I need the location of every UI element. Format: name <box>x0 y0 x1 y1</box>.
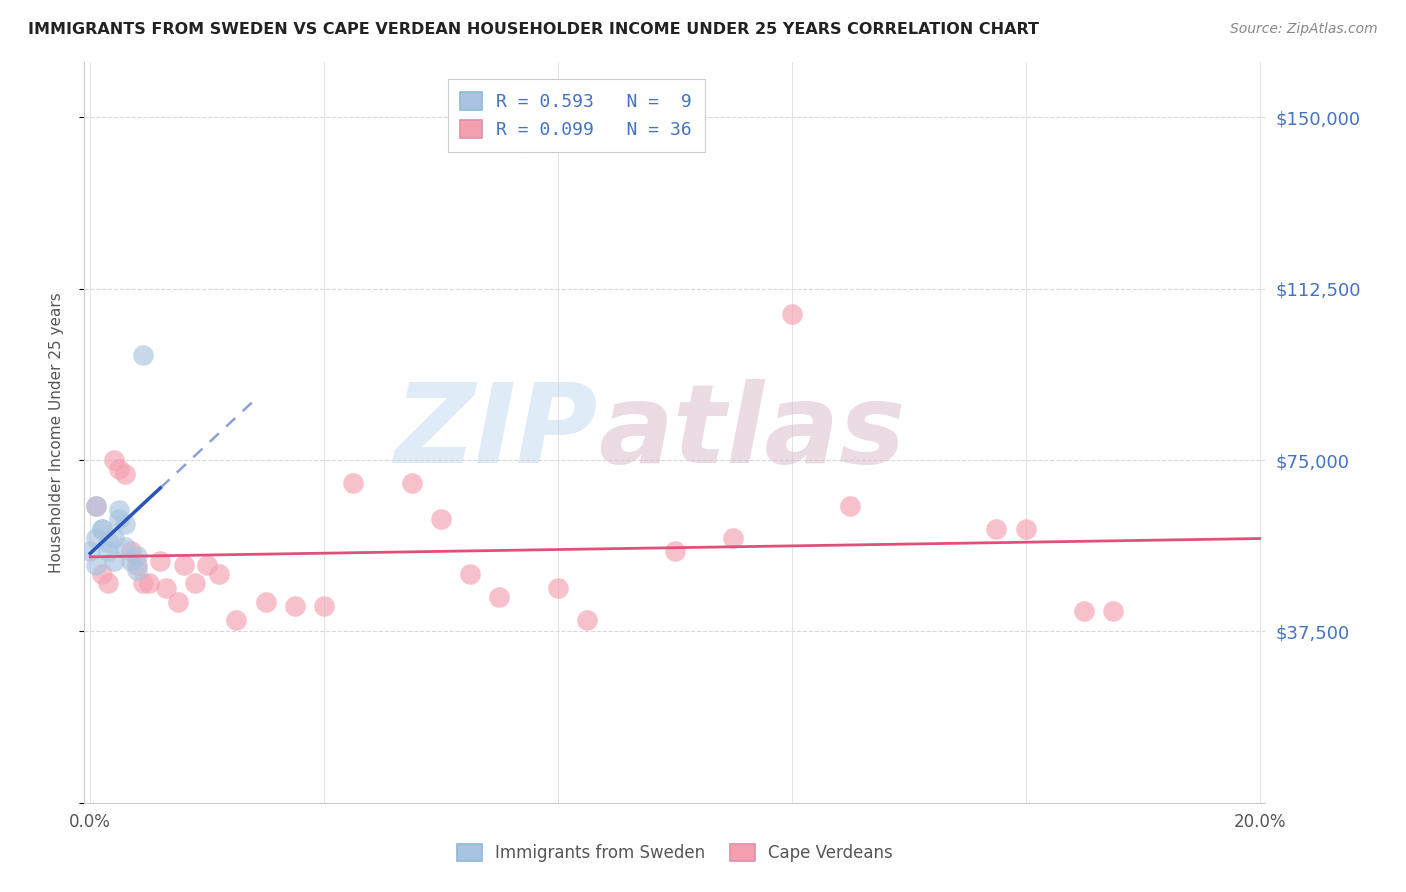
Point <box>120 553 142 567</box>
Point <box>103 453 125 467</box>
Point <box>208 567 231 582</box>
Point <box>155 581 177 595</box>
Point <box>79 544 101 558</box>
Y-axis label: Householder Income Under 25 years: Householder Income Under 25 years <box>49 293 63 573</box>
Point <box>430 512 453 526</box>
Point <box>664 544 686 558</box>
Point <box>114 516 136 531</box>
Text: IMMIGRANTS FROM SWEDEN VS CAPE VERDEAN HOUSEHOLDER INCOME UNDER 25 YEARS CORRELA: IMMIGRANTS FROM SWEDEN VS CAPE VERDEAN H… <box>28 22 1039 37</box>
Text: atlas: atlas <box>598 379 905 486</box>
Point <box>84 531 107 545</box>
Point <box>114 467 136 481</box>
Point <box>132 348 155 362</box>
Text: ZIP: ZIP <box>395 379 598 486</box>
Point <box>90 567 112 582</box>
Point <box>488 590 510 604</box>
Point <box>547 581 569 595</box>
Point <box>97 535 120 549</box>
Point <box>84 499 107 513</box>
Point <box>458 567 481 582</box>
Point <box>167 595 190 609</box>
Text: Source: ZipAtlas.com: Source: ZipAtlas.com <box>1230 22 1378 37</box>
Point <box>120 544 142 558</box>
Point <box>108 512 131 526</box>
Point <box>84 558 107 573</box>
Point <box>1073 604 1095 618</box>
Point <box>138 576 160 591</box>
Point <box>312 599 335 614</box>
Point <box>114 540 136 554</box>
Point <box>576 613 599 627</box>
Point <box>125 563 148 577</box>
Point <box>125 549 148 563</box>
Point <box>103 531 125 545</box>
Point <box>103 553 125 567</box>
Point <box>90 522 112 536</box>
Point <box>108 503 131 517</box>
Point <box>108 462 131 476</box>
Point <box>780 307 803 321</box>
Point <box>195 558 218 573</box>
Point <box>132 576 155 591</box>
Point <box>90 522 112 536</box>
Point <box>1015 522 1038 536</box>
Point <box>839 499 862 513</box>
Point <box>284 599 307 614</box>
Point <box>84 499 107 513</box>
Point <box>184 576 207 591</box>
Point <box>986 522 1008 536</box>
Legend: Immigrants from Sweden, Cape Verdeans: Immigrants from Sweden, Cape Verdeans <box>450 837 900 869</box>
Point <box>173 558 195 573</box>
Point <box>401 475 423 490</box>
Point <box>225 613 247 627</box>
Point <box>1102 604 1125 618</box>
Point <box>149 553 172 567</box>
Point <box>125 558 148 573</box>
Point <box>342 475 364 490</box>
Point <box>97 576 120 591</box>
Point <box>723 531 745 545</box>
Point <box>254 595 277 609</box>
Point <box>97 544 120 558</box>
